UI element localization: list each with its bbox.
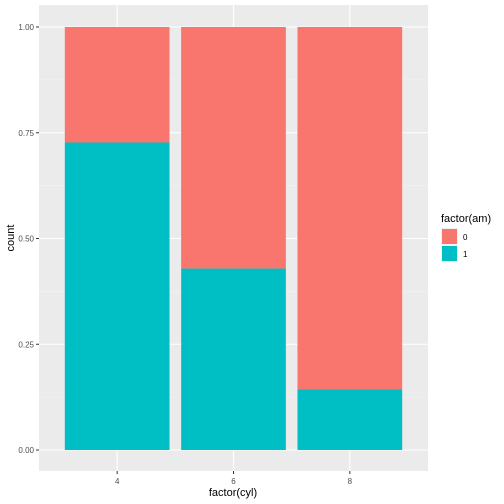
bar-6-am-1 <box>181 268 286 450</box>
legend: factor(am) 0 1 <box>441 213 491 262</box>
legend-label-am-0: 0 <box>463 233 468 242</box>
x-tick-label: 8 <box>348 477 353 486</box>
y-tick-label: 1.00 <box>18 23 34 32</box>
y-axis-title: count <box>5 225 17 252</box>
legend-title: factor(am) <box>441 213 491 225</box>
bar-8-am-0 <box>297 27 403 390</box>
bar-6-am-0 <box>181 27 286 269</box>
bar-4-am-0 <box>64 27 170 143</box>
bar-8-am-1 <box>297 389 403 450</box>
y-axis: 0.00 0.25 0.50 0.75 1.00 <box>18 23 39 455</box>
x-tick-label: 6 <box>231 477 236 486</box>
legend-key-am-1 <box>442 246 457 261</box>
y-tick-label: 0.25 <box>18 340 34 349</box>
legend-key-am-0 <box>442 229 457 244</box>
y-tick-label: 0.50 <box>18 235 34 244</box>
bar-4-am-1 <box>64 142 170 450</box>
y-tick-label: 0.75 <box>18 129 34 138</box>
x-tick-label: 4 <box>115 477 120 486</box>
x-axis-title: factor(cyl) <box>209 487 257 499</box>
legend-label-am-1: 1 <box>463 250 468 259</box>
bars <box>64 27 403 450</box>
x-axis: 4 6 8 <box>115 471 353 486</box>
y-tick-label: 0.00 <box>18 446 34 455</box>
